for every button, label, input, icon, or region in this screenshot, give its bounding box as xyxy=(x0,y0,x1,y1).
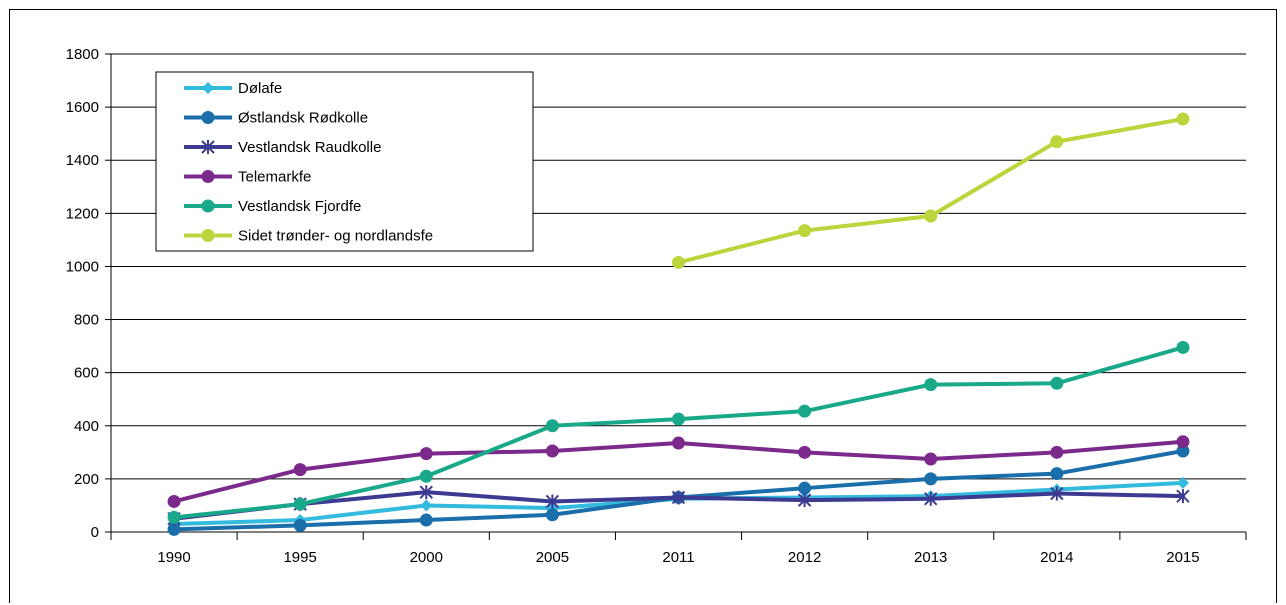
legend-label: Vestlandsk Fjordfe xyxy=(238,198,361,215)
data-point xyxy=(167,494,181,508)
legend-label: Østlandsk Rødkolle xyxy=(238,110,368,127)
data-point xyxy=(798,445,812,459)
data-point xyxy=(924,209,938,223)
legend-marker xyxy=(201,140,215,154)
x-tick-label: 2015 xyxy=(1166,549,1199,566)
data-point xyxy=(798,404,812,418)
series-line xyxy=(676,117,1185,265)
legend-item: Østlandsk Rødkolle xyxy=(184,110,368,127)
x-tick-label: 2014 xyxy=(1040,549,1073,566)
x-tick-label: 1990 xyxy=(157,549,190,566)
data-point xyxy=(924,378,938,392)
data-point xyxy=(798,481,812,495)
data-point xyxy=(672,255,685,269)
data-point xyxy=(1176,489,1190,504)
data-point xyxy=(798,224,812,238)
data-point xyxy=(1176,444,1190,458)
legend-item: Telemarkfe xyxy=(184,169,311,186)
legend-label: Telemarkfe xyxy=(238,169,311,186)
y-tick-label: 1400 xyxy=(66,152,99,169)
data-point xyxy=(419,447,433,461)
data-point xyxy=(293,497,307,511)
data-point xyxy=(293,518,307,532)
data-point xyxy=(672,436,685,450)
x-tick-label: 2000 xyxy=(410,549,443,566)
legend-label: Vestlandsk Raudkolle xyxy=(238,139,381,156)
data-point xyxy=(293,463,307,477)
data-point xyxy=(167,510,181,524)
data-point xyxy=(419,513,433,527)
data-point xyxy=(545,444,559,458)
data-point xyxy=(419,469,433,483)
data-point xyxy=(924,452,938,466)
legend-label: Dølafe xyxy=(238,80,282,97)
data-point xyxy=(671,490,686,505)
x-tick-label: 2011 xyxy=(662,549,694,566)
legend-item: Sidet trønder- og nordlandsfe xyxy=(184,228,433,245)
y-tick-label: 400 xyxy=(74,418,99,435)
data-point xyxy=(672,412,685,426)
y-tick-label: 200 xyxy=(74,471,99,488)
data-point xyxy=(1050,135,1064,149)
x-tick-label: 2013 xyxy=(914,549,947,566)
legend-marker xyxy=(201,111,215,124)
data-point xyxy=(1176,340,1190,354)
legend-marker xyxy=(201,199,215,213)
data-point xyxy=(545,419,559,433)
series-5 xyxy=(672,112,1190,269)
legend-item: Vestlandsk Raudkolle xyxy=(184,139,381,156)
y-tick-label: 600 xyxy=(74,365,99,382)
data-point xyxy=(1050,445,1064,459)
x-tick-label: 2012 xyxy=(788,549,821,566)
y-tick-label: 1000 xyxy=(66,258,99,275)
y-tick-label: 800 xyxy=(74,312,99,329)
data-point xyxy=(924,491,938,506)
data-point xyxy=(1176,476,1189,489)
data-point xyxy=(1050,486,1064,501)
data-point xyxy=(1176,112,1190,126)
legend-marker xyxy=(201,229,215,242)
y-tick-label: 1800 xyxy=(66,46,99,63)
legend-marker xyxy=(202,82,214,94)
x-tick-label: 1995 xyxy=(283,549,316,566)
legend-label: Sidet trønder- og nordlandsfe xyxy=(238,228,433,245)
series-4 xyxy=(167,340,1190,524)
y-tick-label: 1600 xyxy=(66,99,99,116)
data-point xyxy=(419,485,433,500)
y-tick-label: 0 xyxy=(91,524,99,541)
data-point xyxy=(1050,467,1064,481)
legend-item: Dølafe xyxy=(184,80,282,97)
data-point xyxy=(545,494,560,509)
series-3 xyxy=(167,435,1190,508)
legend-box xyxy=(155,71,534,252)
data-point xyxy=(797,493,812,508)
data-point xyxy=(545,508,559,522)
data-point xyxy=(1050,376,1064,390)
data-point xyxy=(1176,435,1190,449)
y-tick-label: 1200 xyxy=(66,205,99,222)
legend-item: Vestlandsk Fjordfe xyxy=(184,198,361,215)
legend-marker xyxy=(201,170,215,183)
data-point xyxy=(924,472,938,486)
x-tick-label: 2005 xyxy=(536,549,569,566)
data-point xyxy=(420,499,433,512)
data-point xyxy=(167,522,181,536)
